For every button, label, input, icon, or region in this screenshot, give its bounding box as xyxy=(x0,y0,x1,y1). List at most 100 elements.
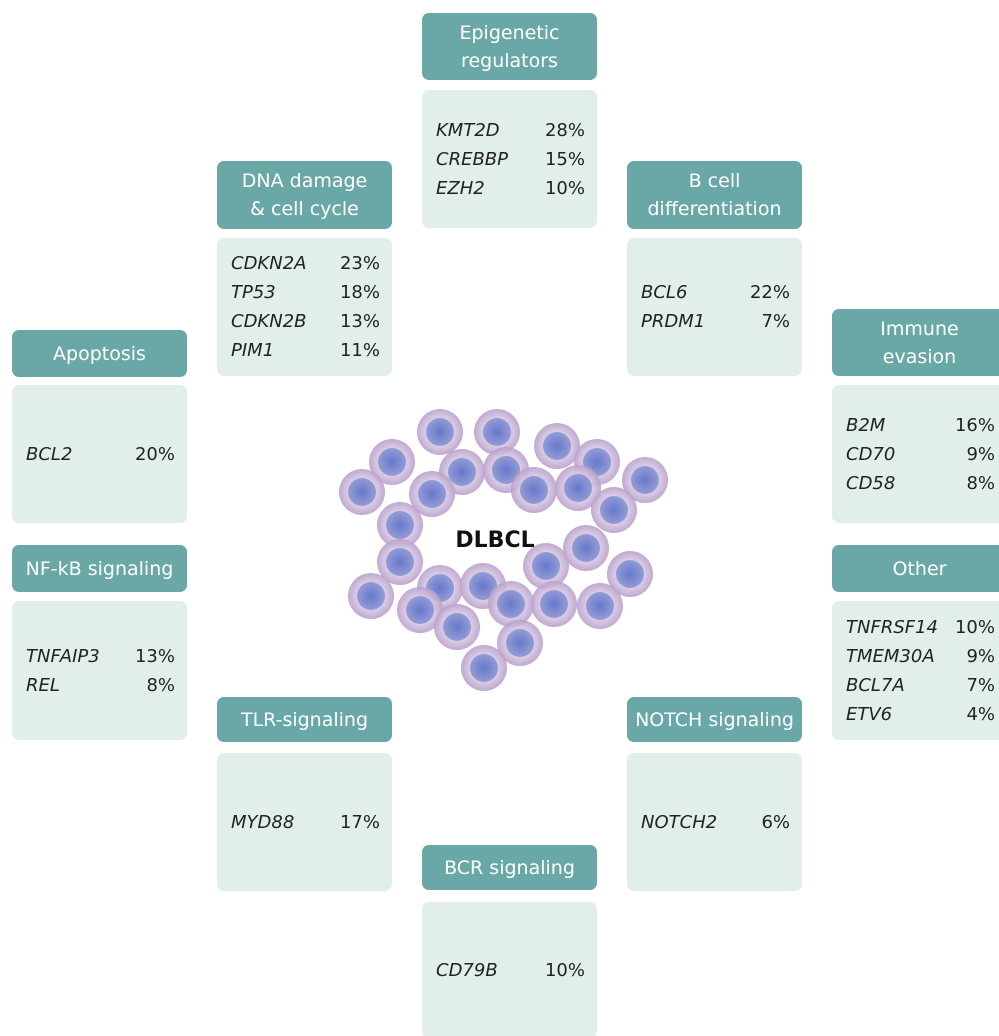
gene-percent: 28% xyxy=(545,116,585,145)
header-line: TLR-signaling xyxy=(241,706,368,734)
gene-percent: 17% xyxy=(340,808,380,837)
gene-percent: 10% xyxy=(545,174,585,203)
cell xyxy=(386,548,414,576)
gene-percent: 9% xyxy=(966,440,995,469)
header-line: Other xyxy=(893,555,947,583)
group-body: BCL6 22% PRDM1 7% xyxy=(627,238,802,376)
gene-name: CDKN2A xyxy=(231,249,306,278)
gene-name: TNFAIP3 xyxy=(26,642,100,671)
gene-name: TNFRSF14 xyxy=(846,613,938,642)
cell xyxy=(448,458,476,486)
gene-name: EZH2 xyxy=(436,174,485,203)
gene-row: CDKN2B 13% xyxy=(217,307,392,336)
cell xyxy=(616,560,644,588)
cell xyxy=(497,590,525,618)
gene-name: PRDM1 xyxy=(641,307,705,336)
gene-row: B2M 16% xyxy=(832,411,999,440)
cell xyxy=(532,552,560,580)
cell xyxy=(520,476,548,504)
cell xyxy=(586,592,614,620)
cell xyxy=(600,496,628,524)
gene-row: MYD88 17% xyxy=(217,808,392,837)
group-body: CDKN2A23%TP53 18% CDKN2B 13% PIM1 11% xyxy=(217,238,392,376)
gene-name: BCL6 xyxy=(641,278,687,307)
gene-name: CDKN2B xyxy=(231,307,307,336)
gene-percent: 9% xyxy=(966,642,995,671)
gene-percent: 10% xyxy=(545,956,585,985)
gene-row: EZH2 10% xyxy=(422,174,597,203)
group-header: Apoptosis xyxy=(12,330,187,377)
gene-percent: 22% xyxy=(750,278,790,307)
gene-row: TMEM30A 9% xyxy=(832,642,999,671)
gene-percent: 13% xyxy=(135,642,175,671)
gene-name: B2M xyxy=(846,411,885,440)
gene-percent: 18% xyxy=(340,278,380,307)
cell xyxy=(506,629,534,657)
gene-name: MYD88 xyxy=(231,808,294,837)
gene-name: TP53 xyxy=(231,278,276,307)
group-body: MYD88 17% xyxy=(217,753,392,891)
center-label: DLBCL xyxy=(455,528,534,553)
header-line: DNA damage xyxy=(242,167,368,195)
cell xyxy=(443,613,471,641)
gene-percent: 8% xyxy=(146,671,175,700)
cell xyxy=(378,448,406,476)
cell xyxy=(470,654,498,682)
gene-name: CD70 xyxy=(846,440,895,469)
gene-row: CD79B 10% xyxy=(422,956,597,985)
header-line: differentiation xyxy=(647,195,781,223)
header-line: BCR signaling xyxy=(444,854,575,882)
gene-name: CD79B xyxy=(436,956,498,985)
gene-percent: 10% xyxy=(955,613,995,642)
group-body: CD79B 10% xyxy=(422,902,597,1036)
gene-name: TMEM30A xyxy=(846,642,935,671)
header-line: NF-kB signaling xyxy=(26,555,174,583)
gene-row: REL8% xyxy=(12,671,187,700)
gene-percent: 16% xyxy=(955,411,995,440)
header-line: Apoptosis xyxy=(53,340,146,368)
cell xyxy=(631,466,659,494)
cell xyxy=(426,418,454,446)
gene-name: CD58 xyxy=(846,469,895,498)
cell xyxy=(418,480,446,508)
gene-percent: 11% xyxy=(340,336,380,365)
gene-name: PIM1 xyxy=(231,336,274,365)
gene-percent: 20% xyxy=(135,440,175,469)
gene-row: BCL6 22% xyxy=(627,278,802,307)
header-line: Epigenetic xyxy=(459,19,559,47)
gene-percent: 4% xyxy=(966,700,995,729)
gene-row: CD70 9% xyxy=(832,440,999,469)
gene-percent: 13% xyxy=(340,307,380,336)
group-header: DNA damage& cell cycle xyxy=(217,161,392,229)
gene-percent: 7% xyxy=(761,307,790,336)
gene-row: ETV6 4% xyxy=(832,700,999,729)
group-header: NF-kB signaling xyxy=(12,545,187,592)
header-line: NOTCH signaling xyxy=(635,706,794,734)
gene-row: TP53 18% xyxy=(217,278,392,307)
cell xyxy=(348,478,376,506)
cell xyxy=(483,418,511,446)
gene-name: CREBBP xyxy=(436,145,508,174)
cell xyxy=(540,590,568,618)
diagram: DLBCL Epigeneticregulators KMT2D28%CREBBP… xyxy=(0,0,999,1036)
gene-row: TNFAIP3 13% xyxy=(12,642,187,671)
gene-row: KMT2D28% xyxy=(422,116,597,145)
cell xyxy=(543,432,571,460)
gene-name: ETV6 xyxy=(846,700,892,729)
gene-name: BCL7A xyxy=(846,671,905,700)
group-header: BCR signaling xyxy=(422,845,597,890)
gene-row: TNFRSF14 10% xyxy=(832,613,999,642)
gene-row: BCL220% xyxy=(12,440,187,469)
